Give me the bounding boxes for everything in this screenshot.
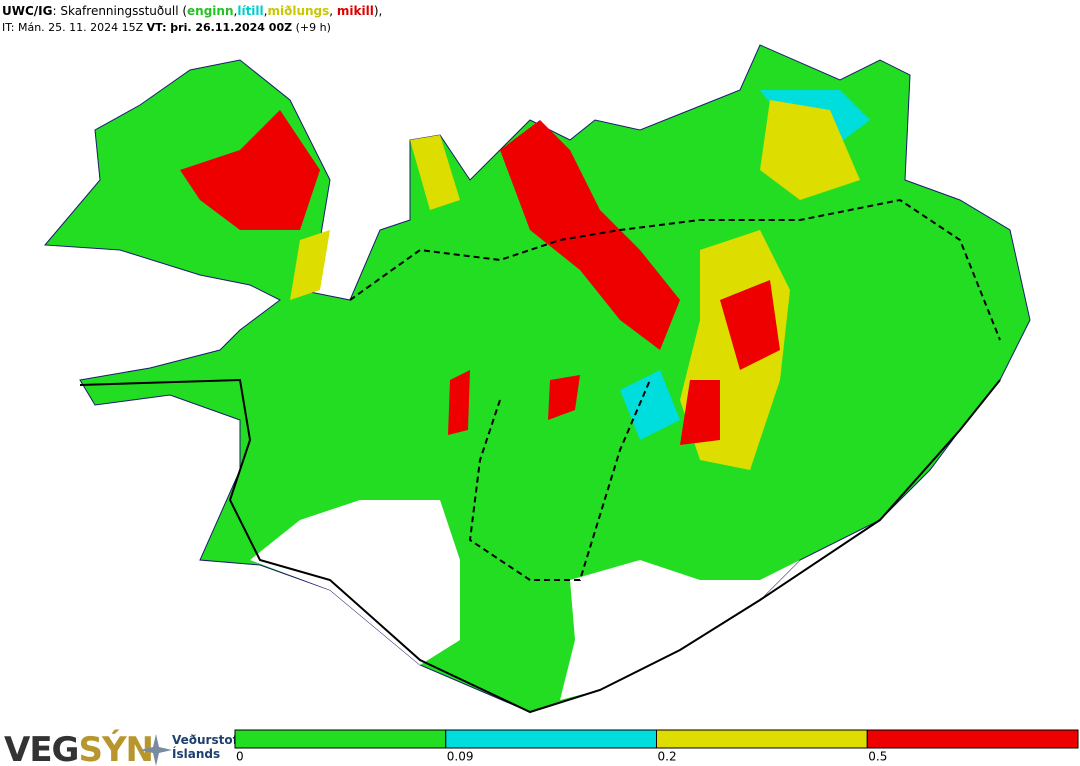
logo-text: Íslands bbox=[172, 747, 221, 761]
roads bbox=[79, 198, 1001, 714]
high-risk-area bbox=[680, 280, 780, 445]
header-segment: ), bbox=[373, 4, 383, 18]
header-segment: UWC/IG bbox=[2, 4, 53, 18]
legend-tick-label: 0.09 bbox=[447, 750, 474, 764]
high-risk-area bbox=[180, 110, 320, 230]
vegsyn-logo: VEGSÝN bbox=[4, 730, 154, 766]
low-risk-area bbox=[620, 90, 870, 440]
moderate-risk-area bbox=[410, 135, 460, 210]
moderate-risk-area bbox=[760, 100, 860, 200]
legend-tick-label: 0.5 bbox=[868, 750, 887, 764]
header-segment: (+9 h) bbox=[292, 21, 331, 34]
road bbox=[349, 198, 1001, 341]
vedurstofa-logo: Veðurstofa Íslands bbox=[172, 733, 246, 761]
header-segment: : Skafrenningsstuðull ( bbox=[52, 4, 188, 18]
header-segment: VT: þri. 26.11.2024 00Z bbox=[146, 21, 293, 34]
header-segment: mikill bbox=[336, 4, 374, 18]
header-segment: lítill bbox=[237, 4, 264, 18]
header-segment: IT: Mán. 25. 11. 2024 15Z bbox=[2, 21, 147, 34]
logo-text: SÝN bbox=[78, 730, 154, 766]
header-segment: miðlungs bbox=[267, 4, 330, 18]
header-segment: , bbox=[329, 4, 337, 18]
logo-text: Veðurstofa bbox=[172, 733, 246, 747]
road bbox=[79, 378, 1001, 714]
header-line-1: UWC/IG: Skafrenningsstuðull (enginn,líti… bbox=[2, 4, 382, 18]
legend-swatch bbox=[866, 729, 1079, 749]
moderate-risk-area bbox=[290, 230, 330, 300]
header-segment: , bbox=[233, 4, 238, 18]
vedurstofa-icon bbox=[140, 734, 172, 766]
header-segment: enginn bbox=[187, 4, 234, 18]
legend: 0 0.09 0.2 0.5 bbox=[234, 729, 1079, 764]
land-no-data bbox=[250, 500, 800, 700]
legend-tick-label: 0 bbox=[236, 750, 244, 764]
header-line-2: IT: Mán. 25. 11. 2024 15Z VT: þri. 26.11… bbox=[2, 21, 331, 34]
legend-swatch bbox=[445, 729, 657, 749]
road bbox=[468, 379, 651, 581]
high-risk-area bbox=[448, 370, 580, 435]
legend-tick-label: 0.2 bbox=[658, 750, 677, 764]
legend-swatch bbox=[656, 729, 868, 749]
header-segment: , bbox=[263, 4, 268, 18]
star-icon bbox=[140, 734, 172, 766]
logo-text: VEG bbox=[4, 730, 79, 766]
legend-swatch bbox=[234, 729, 447, 749]
